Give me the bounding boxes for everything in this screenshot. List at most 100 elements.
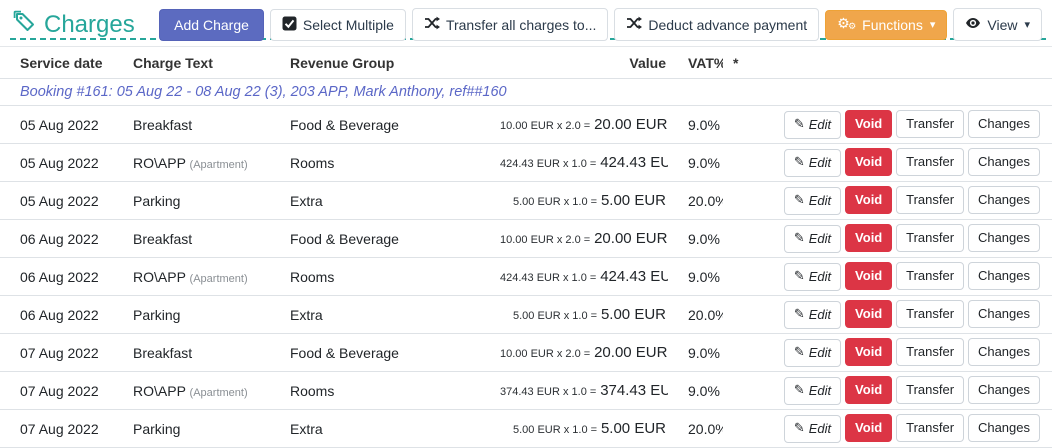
transfer-button[interactable]: Transfer — [896, 148, 965, 176]
revenue-group-cell: Rooms — [280, 143, 490, 182]
revenue-group: Extra — [290, 306, 323, 323]
void-button[interactable]: Void — [845, 262, 893, 290]
pencil-icon: ✎ — [793, 345, 805, 360]
value-cell: 374.43 EUR x 1.0 = 374.43 EUR — [490, 371, 668, 410]
edit-button[interactable]: ✎ Edit — [783, 377, 842, 405]
void-button[interactable]: Void — [845, 300, 893, 328]
charge-text: Breakfast — [133, 344, 193, 361]
transfer-button[interactable]: Transfer — [896, 338, 965, 366]
shuffle-icon — [424, 15, 440, 34]
row-actions: ✎ Edit Void Transfer Changes — [748, 371, 1052, 410]
edit-button[interactable]: ✎ Edit — [783, 225, 842, 253]
vat-cell: 20.0% — [668, 409, 723, 448]
value-cell: 10.00 EUR x 2.0 = 20.00 EUR — [490, 105, 668, 144]
functions-dropdown-button[interactable]: ⚙ ⚙ Functions ▾ — [825, 9, 948, 40]
vat-cell: 9.0% — [668, 333, 723, 372]
view-dropdown-button[interactable]: View ▾ — [953, 8, 1042, 41]
edit-button[interactable]: ✎ Edit — [783, 263, 842, 291]
vat-cell: 20.0% — [668, 295, 723, 334]
row-actions: ✎ Edit Void Transfer Changes — [748, 219, 1052, 258]
chevron-down-icon: ▾ — [929, 17, 936, 31]
changes-button[interactable]: Changes — [967, 224, 1040, 252]
charges-table: Service date Charge Text Revenue Group V… — [0, 46, 1052, 448]
void-button[interactable]: Void — [845, 414, 893, 442]
transfer-button[interactable]: Transfer — [896, 300, 965, 328]
void-button[interactable]: Void — [845, 148, 893, 176]
edit-button[interactable]: ✎ Edit — [783, 187, 842, 215]
changes-button[interactable]: Changes — [967, 376, 1040, 404]
changes-button[interactable]: Changes — [967, 110, 1040, 138]
row-actions: ✎ Edit Void Transfer Changes — [748, 295, 1052, 334]
column-header-actions — [748, 46, 1052, 79]
vat-percent: 9.0% — [688, 230, 720, 247]
value-calculation: 374.43 EUR x 1.0 = — [500, 386, 597, 398]
void-button[interactable]: Void — [845, 338, 893, 366]
page-title-label: Charges — [44, 10, 135, 38]
edit-button[interactable]: ✎ Edit — [783, 111, 842, 139]
service-date: 05 Aug 2022 — [20, 192, 99, 209]
transfer-button[interactable]: Transfer — [896, 376, 965, 404]
revenue-group-cell: Extra — [280, 181, 490, 220]
deduct-advance-payment-button[interactable]: Deduct advance payment — [614, 8, 820, 41]
pencil-icon: ✎ — [793, 231, 805, 246]
revenue-group: Extra — [290, 192, 323, 209]
column-header-revenue-group: Revenue Group — [280, 46, 490, 79]
edit-button[interactable]: ✎ Edit — [783, 149, 842, 177]
star-cell — [723, 371, 748, 410]
value-calculation: 10.00 EUR x 2.0 = — [500, 348, 591, 360]
transfer-button[interactable]: Transfer — [896, 414, 965, 442]
edit-button[interactable]: ✎ Edit — [783, 301, 842, 329]
page-title: Charges — [12, 9, 135, 40]
charge-row: 06 Aug 2022 RO\APP (Apartment) Rooms 424… — [0, 257, 1052, 296]
transfer-button[interactable]: Transfer — [896, 262, 965, 290]
charge-text-cell: Breakfast — [123, 105, 280, 144]
revenue-group-cell: Extra — [280, 295, 490, 334]
charge-text-cell: RO\APP (Apartment) — [123, 257, 280, 296]
service-date: 07 Aug 2022 — [20, 382, 99, 399]
transfer-button[interactable]: Transfer — [896, 110, 965, 138]
changes-button[interactable]: Changes — [967, 186, 1040, 214]
add-charge-button[interactable]: Add Charge — [159, 8, 264, 41]
changes-button[interactable]: Changes — [967, 300, 1040, 328]
revenue-group-cell: Extra — [280, 409, 490, 448]
column-header-asterisk: * — [723, 46, 748, 79]
select-multiple-button[interactable]: Select Multiple — [269, 8, 406, 41]
charge-note: (Apartment) — [189, 272, 248, 285]
chevron-down-icon: ▾ — [1024, 17, 1030, 31]
star-cell — [723, 143, 748, 182]
edit-button[interactable]: ✎ Edit — [783, 339, 842, 367]
row-actions: ✎ Edit Void Transfer Changes — [748, 105, 1052, 144]
void-button[interactable]: Void — [845, 224, 893, 252]
value-total: 5.00 EUR — [600, 192, 666, 209]
service-date: 05 Aug 2022 — [20, 154, 99, 171]
void-button[interactable]: Void — [845, 186, 893, 214]
transfer-all-charges-button[interactable]: Transfer all charges to... — [411, 8, 609, 41]
void-button[interactable]: Void — [845, 376, 893, 404]
service-date: 05 Aug 2022 — [20, 116, 99, 133]
transfer-button[interactable]: Transfer — [896, 186, 965, 214]
charges-header: Charges Add Charge Select Multiple — [0, 0, 1052, 46]
vat-percent: 9.0% — [688, 382, 720, 399]
changes-button[interactable]: Changes — [967, 148, 1040, 176]
service-date-cell: 05 Aug 2022 — [0, 143, 123, 182]
pencil-icon: ✎ — [793, 117, 805, 132]
transfer-button[interactable]: Transfer — [896, 224, 965, 252]
pencil-icon: ✎ — [793, 421, 805, 436]
edit-button[interactable]: ✎ Edit — [783, 415, 842, 443]
charge-text-cell: Parking — [123, 181, 280, 220]
changes-button[interactable]: Changes — [967, 414, 1040, 442]
revenue-group-cell: Food & Beverage — [280, 219, 490, 258]
charge-row: 07 Aug 2022 Breakfast Food & Beverage 10… — [0, 333, 1052, 372]
value-cell: 10.00 EUR x 2.0 = 20.00 EUR — [490, 219, 668, 258]
void-button[interactable]: Void — [845, 110, 893, 138]
value-cell: 424.43 EUR x 1.0 = 424.43 EUR — [490, 143, 668, 182]
pencil-icon: ✎ — [793, 307, 805, 322]
charge-text: RO\APP — [133, 154, 186, 171]
vat-percent: 9.0% — [688, 344, 720, 361]
revenue-group: Rooms — [290, 382, 335, 399]
charge-text-cell: RO\APP (Apartment) — [123, 143, 280, 182]
service-date: 07 Aug 2022 — [20, 420, 99, 437]
changes-button[interactable]: Changes — [967, 262, 1040, 290]
changes-button[interactable]: Changes — [967, 338, 1040, 366]
service-date: 07 Aug 2022 — [20, 344, 99, 361]
